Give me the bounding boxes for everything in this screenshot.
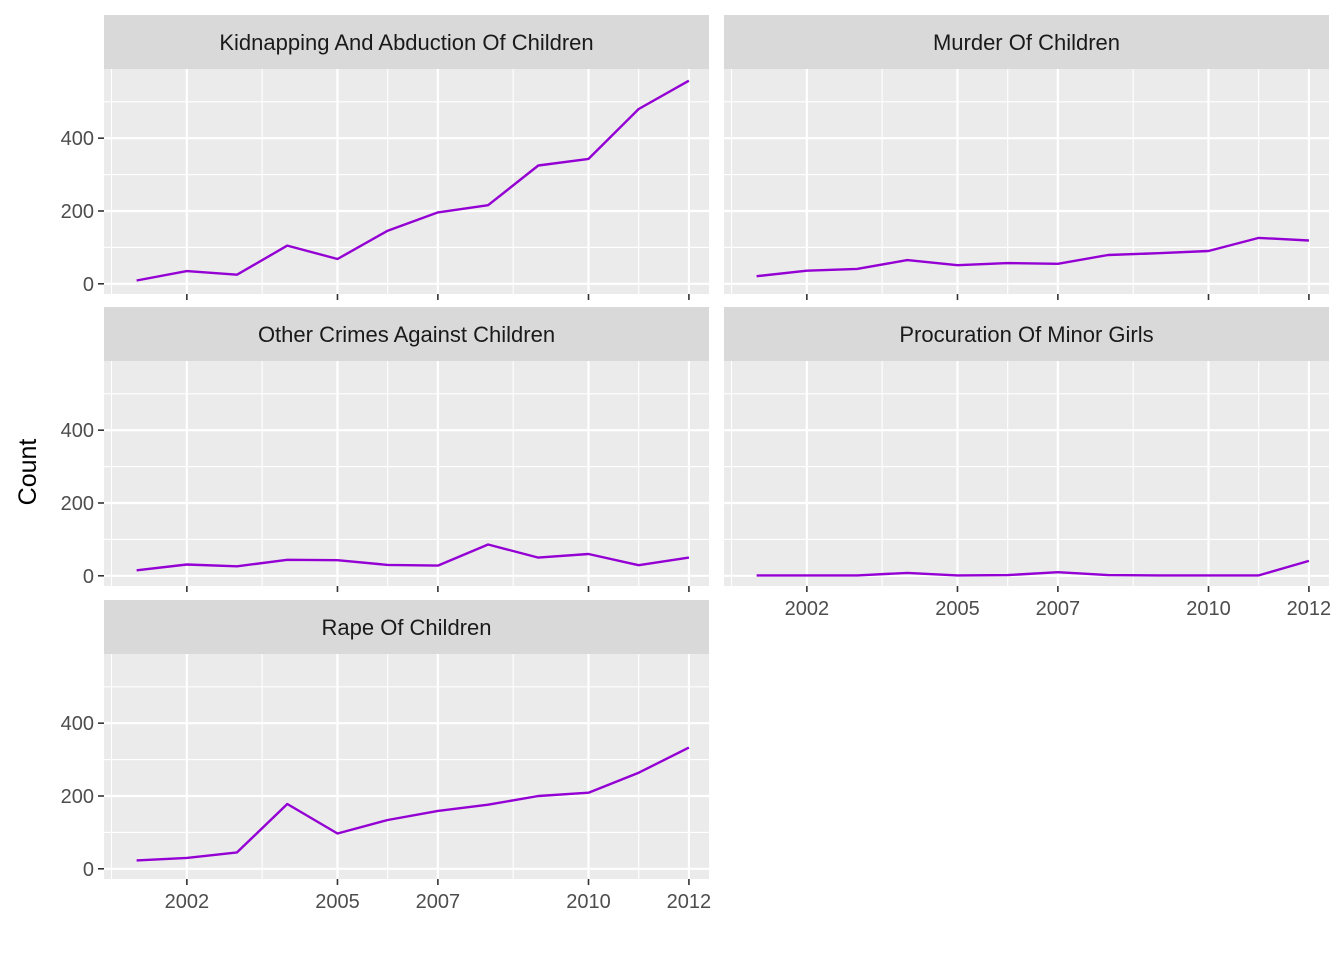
y-axis-title: Count	[14, 439, 42, 506]
panel-4: Procuration Of Minor Girls 2002 2005 2007 20…	[724, 307, 1331, 620]
panel-background	[104, 361, 709, 586]
x-tick-label: 2007	[1036, 598, 1081, 620]
y-tick-label: 0	[83, 566, 94, 588]
x-tick-label: 2012	[667, 891, 712, 913]
panel-background	[104, 69, 709, 294]
y-tick-label: 200	[61, 493, 94, 515]
x-tick-label: 2002	[165, 891, 210, 913]
panel-strip	[104, 307, 709, 361]
panel-title: Murder Of Children	[933, 30, 1120, 55]
panel-2: Murder Of Children	[724, 15, 1329, 300]
panel-title: Rape Of Children	[322, 615, 492, 640]
y-tick-label: 0	[83, 274, 94, 296]
x-tick-label: 2010	[1186, 598, 1231, 620]
panel-background	[724, 69, 1329, 294]
y-tick-label: 200	[61, 201, 94, 223]
series-line	[136, 79, 690, 282]
x-tick-label: 2005	[935, 598, 980, 620]
x-tick-label: 2010	[566, 891, 611, 913]
panel-title: Kidnapping And Abduction Of Children	[219, 30, 593, 55]
panel-1: Kidnapping And Abduction Of Children 0 200…	[61, 15, 709, 300]
series-line	[756, 559, 1310, 577]
series-line	[136, 543, 690, 572]
x-tick-label: 2007	[416, 891, 461, 913]
panel-strip	[104, 15, 709, 69]
panel-strip	[104, 600, 709, 654]
series-line	[756, 236, 1309, 278]
y-tick-label: 400	[61, 713, 94, 735]
series-line	[136, 746, 690, 862]
panel-3: Other Crimes Against Children 0 200 400	[61, 307, 709, 592]
panel-background	[724, 361, 1329, 586]
panel-title: Procuration Of Minor Girls	[899, 322, 1153, 347]
panel-strip	[724, 307, 1329, 361]
panel-strip	[724, 15, 1329, 69]
y-tick-label: 0	[83, 859, 94, 881]
y-tick-label: 400	[61, 420, 94, 442]
panel-5: Rape Of Children 0 200 400 2002 2005 2007 2010 2…	[61, 600, 712, 913]
y-tick-label: 400	[61, 128, 94, 150]
y-tick-label: 200	[61, 786, 94, 808]
x-tick-label: 2002	[785, 598, 830, 620]
panel-title: Other Crimes Against Children	[258, 322, 555, 347]
panel-background	[104, 654, 709, 879]
x-tick-label: 2005	[315, 891, 360, 913]
x-tick-label: 2012	[1287, 598, 1332, 620]
